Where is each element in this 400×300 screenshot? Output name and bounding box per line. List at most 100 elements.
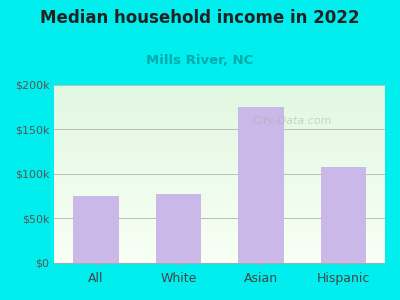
Bar xyxy=(54,122,385,124)
Bar xyxy=(54,260,385,261)
Bar xyxy=(54,154,385,156)
Bar xyxy=(54,238,385,240)
Bar xyxy=(54,128,385,130)
Bar xyxy=(238,107,284,263)
Bar xyxy=(54,249,385,250)
Bar xyxy=(54,236,385,238)
Bar xyxy=(54,231,385,233)
Bar xyxy=(54,87,385,88)
Bar xyxy=(54,258,385,260)
Text: Mills River, NC: Mills River, NC xyxy=(146,54,254,67)
Bar xyxy=(54,247,385,249)
Text: City-Data.com: City-Data.com xyxy=(253,116,332,126)
Bar xyxy=(156,194,201,263)
Bar xyxy=(54,227,385,229)
Bar xyxy=(54,119,385,121)
Bar xyxy=(54,206,385,208)
Bar xyxy=(54,158,385,160)
Bar xyxy=(321,167,366,263)
Bar xyxy=(54,195,385,197)
Bar xyxy=(54,169,385,170)
Bar xyxy=(54,94,385,96)
Bar xyxy=(54,160,385,161)
Bar xyxy=(54,112,385,113)
Bar xyxy=(54,144,385,146)
Bar xyxy=(54,210,385,212)
Text: Median household income in 2022: Median household income in 2022 xyxy=(40,9,360,27)
Bar xyxy=(54,156,385,158)
Bar xyxy=(54,106,385,108)
Bar xyxy=(54,222,385,224)
Bar xyxy=(54,226,385,227)
Bar xyxy=(54,136,385,138)
Bar xyxy=(54,183,385,185)
Bar xyxy=(54,146,385,147)
Bar xyxy=(54,115,385,117)
Bar xyxy=(54,202,385,204)
Bar xyxy=(54,90,385,92)
Bar xyxy=(54,240,385,242)
Bar xyxy=(54,199,385,201)
Bar xyxy=(54,201,385,203)
Bar xyxy=(54,165,385,167)
Bar xyxy=(54,261,385,263)
Bar xyxy=(54,92,385,94)
Bar xyxy=(54,229,385,231)
Bar xyxy=(54,254,385,256)
Bar xyxy=(54,85,385,87)
Bar xyxy=(54,194,385,195)
Bar xyxy=(54,130,385,131)
Bar xyxy=(54,208,385,210)
Bar xyxy=(54,170,385,172)
Bar xyxy=(54,192,385,194)
Bar xyxy=(54,117,385,119)
Bar xyxy=(54,163,385,165)
Bar xyxy=(54,213,385,215)
Bar xyxy=(54,131,385,133)
Bar xyxy=(54,245,385,247)
Bar xyxy=(54,103,385,105)
Bar xyxy=(54,153,385,154)
Bar xyxy=(54,98,385,99)
Bar xyxy=(54,121,385,122)
Bar xyxy=(54,179,385,181)
Bar xyxy=(54,204,385,206)
Bar xyxy=(54,256,385,258)
Bar xyxy=(54,243,385,245)
Bar xyxy=(54,212,385,213)
Bar xyxy=(54,174,385,176)
Bar xyxy=(54,149,385,151)
Bar xyxy=(54,138,385,140)
Bar xyxy=(54,176,385,178)
Bar xyxy=(54,188,385,190)
Bar xyxy=(54,133,385,135)
Bar xyxy=(54,190,385,192)
Bar xyxy=(54,151,385,153)
Bar xyxy=(54,220,385,222)
Bar xyxy=(54,224,385,226)
Bar xyxy=(54,108,385,110)
Bar xyxy=(54,250,385,252)
Bar xyxy=(54,217,385,218)
Bar xyxy=(54,235,385,236)
Bar xyxy=(54,142,385,144)
Bar xyxy=(54,215,385,217)
Bar xyxy=(54,242,385,243)
Bar xyxy=(54,113,385,115)
Bar xyxy=(54,197,385,199)
Bar xyxy=(54,110,385,112)
Bar xyxy=(54,172,385,174)
Bar xyxy=(73,196,118,263)
Bar xyxy=(54,101,385,103)
Bar xyxy=(54,147,385,149)
Bar xyxy=(54,178,385,179)
Bar xyxy=(54,99,385,101)
Bar xyxy=(54,105,385,106)
Bar xyxy=(54,161,385,163)
Bar xyxy=(54,186,385,188)
Bar xyxy=(54,185,385,186)
Bar xyxy=(54,140,385,142)
Bar xyxy=(54,88,385,90)
Bar xyxy=(54,96,385,98)
Bar xyxy=(54,135,385,137)
